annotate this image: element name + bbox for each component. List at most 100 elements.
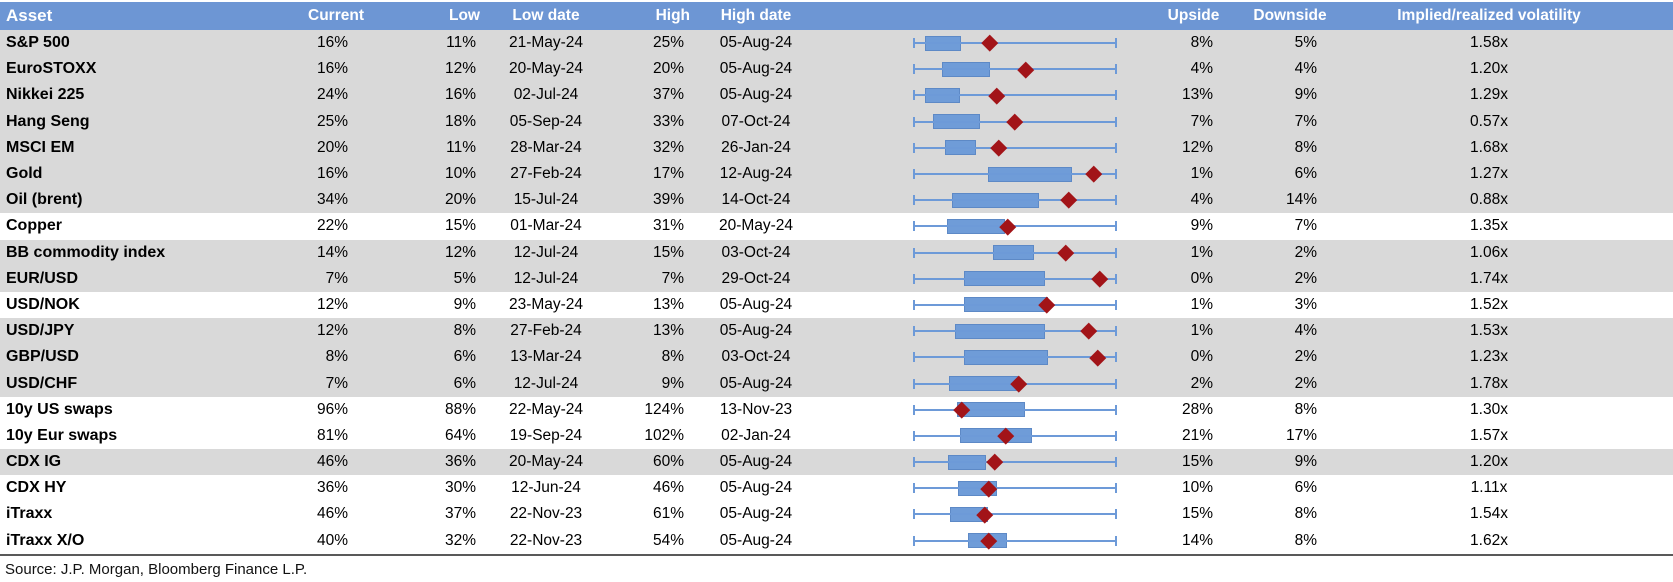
current-level-diamond-marker <box>990 139 1007 156</box>
asset-name: USD/CHF <box>6 374 78 392</box>
high-date-value: 12-Aug-24 <box>719 165 793 183</box>
low-vol-value: 9% <box>453 295 476 313</box>
implied-realized-vol-value: 1.30x <box>1470 400 1508 418</box>
table-header-row: Asset Current Low Low date High High dat… <box>0 2 1673 30</box>
high-date-value: 20-May-24 <box>718 217 794 235</box>
whisker-cap-right <box>1115 404 1117 415</box>
downside-value: 4% <box>1294 60 1317 78</box>
low-date-value: 20-May-24 <box>508 453 584 471</box>
asset-name: CDX IG <box>6 453 62 471</box>
table-row: MSCI EM 20% 11% 28-Mar-24 32% 26-Jan-24 … <box>0 134 1673 161</box>
low-vol-value: 36% <box>444 453 476 471</box>
implied-realized-vol-value: 1.53x <box>1470 322 1508 340</box>
table-row: EuroSTOXX 16% 12% 20-May-24 20% 05-Aug-2… <box>0 56 1673 83</box>
vol-range-plot-cell <box>822 292 1155 318</box>
high-date-value: 05-Aug-24 <box>719 453 793 471</box>
whisker-cap-right <box>1115 142 1117 153</box>
high-date-value: 03-Oct-24 <box>721 243 791 261</box>
downside-value: 6% <box>1294 479 1317 497</box>
col-header-upside: Upside <box>1167 7 1220 24</box>
table-row: CDX IG 46% 36% 20-May-24 60% 05-Aug-24 1… <box>0 449 1673 476</box>
current-level-diamond-marker <box>988 87 1005 104</box>
high-date-value: 07-Oct-24 <box>721 112 791 130</box>
whisker-cap-right <box>1115 299 1117 310</box>
whisker-cap-left <box>913 64 915 75</box>
upside-value: 1% <box>1190 322 1213 340</box>
high-vol-value: 20% <box>652 60 684 78</box>
vol-range-plot-cell <box>822 344 1155 370</box>
vol-range-plot-cell <box>822 475 1155 501</box>
current-vol-value: 34% <box>316 191 348 209</box>
table-row: CDX HY 36% 30% 12-Jun-24 46% 05-Aug-24 1… <box>0 475 1673 502</box>
current-level-diamond-marker <box>981 34 998 52</box>
whisker-cap-right <box>1115 326 1117 337</box>
high-date-value: 05-Aug-24 <box>719 86 793 104</box>
current-level-diamond-marker <box>1060 192 1078 209</box>
asset-name: 10y US swaps <box>6 400 113 418</box>
low-date-value: 22-Nov-23 <box>509 531 583 549</box>
high-vol-value: 39% <box>652 191 684 209</box>
whisker-cap-left <box>913 430 915 441</box>
asset-name: iTraxx X/O <box>6 531 85 549</box>
implied-realized-vol-value: 0.57x <box>1470 112 1508 130</box>
vol-range-plot-cell <box>822 187 1155 213</box>
table-body: S&P 500 16% 11% 21-May-24 25% 05-Aug-24 … <box>0 30 1673 554</box>
whisker-cap-right <box>1115 457 1117 468</box>
implied-realized-vol-value: 1.06x <box>1470 243 1508 261</box>
col-header-asset: Asset <box>6 6 53 25</box>
vol-range-plot-cell <box>822 135 1155 161</box>
downside-value: 2% <box>1294 374 1317 392</box>
current-vol-value: 16% <box>316 34 348 52</box>
current-vol-value: 24% <box>316 86 348 104</box>
table-row: Nikkei 225 24% 16% 02-Jul-24 37% 05-Aug-… <box>0 82 1673 109</box>
vol-range-plot-cell <box>822 370 1155 396</box>
table-row: Oil (brent) 34% 20% 15-Jul-24 39% 14-Oct… <box>0 187 1673 214</box>
whisker-cap-left <box>913 483 915 494</box>
col-header-low: Low <box>449 7 480 24</box>
vol-range-plot <box>913 266 1117 292</box>
whisker-cap-left <box>913 142 915 153</box>
downside-value: 7% <box>1294 112 1317 130</box>
vol-range-plot-cell <box>822 423 1155 449</box>
downside-value: 2% <box>1294 269 1317 287</box>
asset-name: Hang Seng <box>6 112 90 130</box>
downside-value: 2% <box>1294 348 1317 366</box>
high-vol-value: 25% <box>652 34 684 52</box>
col-header-downside: Downside <box>1253 7 1327 24</box>
whisker-cap-left <box>913 404 915 415</box>
whisker-cap-left <box>913 116 915 127</box>
upside-value: 0% <box>1190 348 1213 366</box>
downside-value: 8% <box>1294 505 1317 523</box>
high-vol-value: 46% <box>652 479 684 497</box>
current-vol-value: 96% <box>316 400 348 418</box>
high-date-value: 05-Aug-24 <box>719 60 793 78</box>
source-note: Source: J.P. Morgan, Bloomberg Finance L… <box>5 560 308 578</box>
asset-name: Gold <box>6 165 43 183</box>
high-date-value: 05-Aug-24 <box>719 374 793 392</box>
table-row: GBP/USD 8% 6% 13-Mar-24 8% 03-Oct-24 0% … <box>0 344 1673 371</box>
low-vol-value: 8% <box>453 322 476 340</box>
whisker-cap-left <box>913 457 915 468</box>
low-date-value: 19-Sep-24 <box>509 426 583 444</box>
whisker-cap-left <box>913 535 915 546</box>
low-date-value: 20-May-24 <box>508 60 584 78</box>
high-date-value: 05-Aug-24 <box>719 34 793 52</box>
col-header-high: High <box>655 7 690 24</box>
implied-realized-vol-value: 1.57x <box>1470 426 1508 444</box>
asset-name: BB commodity index <box>6 243 166 261</box>
downside-value: 14% <box>1285 191 1317 209</box>
downside-value: 3% <box>1294 295 1317 313</box>
table-row: BB commodity index 14% 12% 12-Jul-24 15%… <box>0 239 1673 266</box>
vol-range-plot <box>913 528 1117 554</box>
current-level-diamond-marker <box>1085 165 1102 183</box>
low-date-value: 02-Jul-24 <box>513 86 579 104</box>
upside-value: 10% <box>1181 479 1213 497</box>
implied-realized-vol-value: 1.52x <box>1470 295 1508 313</box>
low-date-value: 12-Jul-24 <box>513 269 579 287</box>
table-row: S&P 500 16% 11% 21-May-24 25% 05-Aug-24 … <box>0 30 1673 57</box>
asset-name: 10y Eur swaps <box>6 426 118 444</box>
asset-name: S&P 500 <box>6 34 70 52</box>
high-vol-value: 13% <box>652 322 684 340</box>
high-vol-value: 37% <box>652 86 684 104</box>
